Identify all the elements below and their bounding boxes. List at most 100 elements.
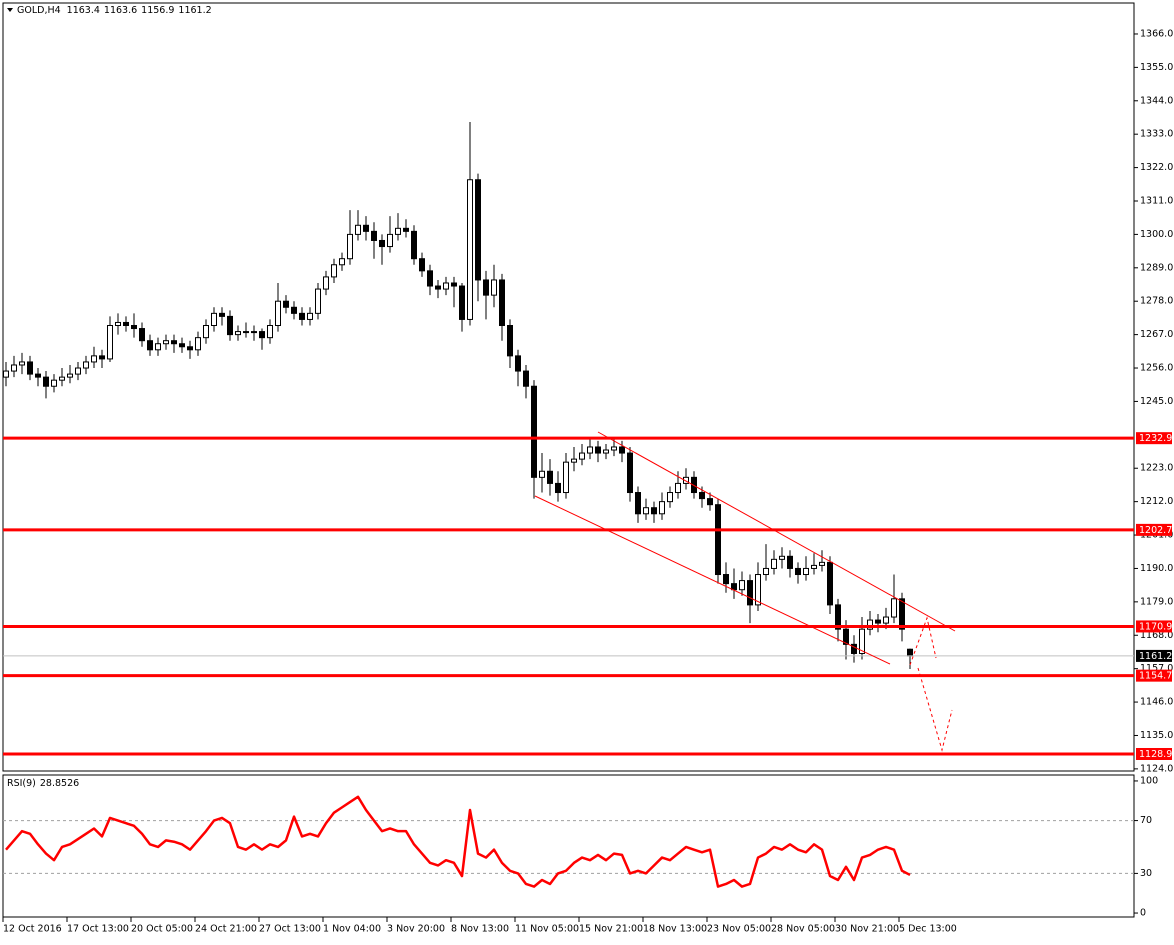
- price-tag-label: 1232.9: [1139, 433, 1172, 444]
- candle-body: [251, 331, 257, 334]
- candle-body: [579, 452, 585, 460]
- x-tick-label: 8 Nov 13:00: [451, 924, 509, 935]
- candle-body: [603, 449, 609, 454]
- candle-body: [283, 300, 289, 308]
- y-tick-label: 1157.0: [1140, 663, 1173, 674]
- y-tick-label: 1135.0: [1140, 730, 1173, 741]
- candle-body: [483, 279, 489, 296]
- candle-body: [547, 470, 553, 484]
- y-tick-label: 1366.0: [1140, 28, 1173, 39]
- candle-body: [571, 458, 577, 463]
- y-tick-label: 1278.0: [1140, 296, 1173, 307]
- candle-body: [275, 300, 281, 327]
- candle-body: [299, 312, 305, 320]
- channel-lower: [534, 495, 891, 665]
- candle-body: [131, 325, 137, 330]
- candle-body: [315, 288, 321, 314]
- candle-body: [739, 580, 745, 591]
- price-tag: [1136, 669, 1172, 682]
- candle-body: [883, 616, 889, 624]
- candle-body: [891, 598, 897, 618]
- channel-upper: [597, 431, 956, 632]
- candle-body: [339, 258, 345, 266]
- candle-body: [851, 643, 857, 654]
- candle-body: [227, 315, 233, 336]
- x-tick-label: 3 Nov 20:00: [387, 924, 445, 935]
- candle-body: [43, 376, 49, 387]
- candle-body: [491, 279, 497, 296]
- y-tick-label: 70: [1140, 815, 1152, 826]
- candle-body: [51, 379, 57, 387]
- candle-body: [715, 504, 721, 576]
- candle-body: [323, 276, 329, 290]
- candle-body: [587, 446, 593, 454]
- candle-body: [363, 224, 369, 232]
- x-tick-label: 1 Nov 04:00: [323, 924, 381, 935]
- y-tick-label: 1190.0: [1140, 563, 1173, 574]
- candle-body: [379, 239, 385, 248]
- candle-body: [795, 567, 801, 576]
- candle-body: [619, 446, 625, 454]
- y-tick-label: 1289.0: [1140, 262, 1173, 273]
- candle-body: [307, 312, 313, 320]
- candle-body: [259, 331, 265, 339]
- candle-body: [35, 373, 41, 378]
- candle-body: [59, 376, 65, 381]
- candle-body: [555, 482, 561, 494]
- candle-body: [499, 279, 505, 327]
- candle-body: [27, 361, 33, 375]
- y-tick-label: 1322.0: [1140, 162, 1173, 173]
- candle-body: [459, 285, 465, 320]
- y-tick-label: 1256.0: [1140, 363, 1173, 374]
- candle-body: [763, 567, 769, 576]
- candle-body: [195, 337, 201, 351]
- candle-body: [267, 325, 273, 339]
- price-tag: [1136, 523, 1172, 536]
- y-tick-label: 1168.0: [1140, 630, 1173, 641]
- candle-body: [331, 264, 337, 278]
- y-tick-label: 1267.0: [1140, 329, 1173, 340]
- candle-body: [179, 343, 185, 348]
- chart-header: GOLD,H4 1163.4 1163.6 1156.9 1161.2: [17, 5, 212, 16]
- candle-body: [139, 328, 145, 342]
- candle-body: [659, 501, 665, 515]
- candle-body: [67, 373, 73, 378]
- y-tick-label: 1245.0: [1140, 396, 1173, 407]
- candle-body: [651, 507, 657, 515]
- candle-body: [563, 461, 569, 494]
- candle-body: [387, 233, 393, 248]
- y-tick-label: 30: [1140, 868, 1152, 879]
- menu-arrow[interactable]: [7, 8, 13, 12]
- close: 1161.2: [178, 5, 211, 16]
- candle-body: [155, 343, 161, 351]
- candle-body: [203, 325, 209, 339]
- price-tag: [1136, 747, 1172, 760]
- candle-body: [187, 346, 193, 351]
- candle-body: [83, 361, 89, 369]
- candle-body: [835, 604, 841, 630]
- price-tag-label: 1170.9: [1139, 621, 1172, 632]
- candle-body: [611, 446, 617, 451]
- rsi-value: 28.8526: [40, 778, 79, 789]
- rsi-panel-border: [2, 774, 1135, 918]
- rsi-name: RSI(9): [7, 778, 36, 789]
- candle-body: [443, 282, 449, 290]
- low: 1156.9: [141, 5, 174, 16]
- candle-body: [355, 224, 361, 235]
- candle-body: [291, 306, 297, 314]
- candle-body: [819, 561, 825, 566]
- candle-body: [467, 179, 473, 320]
- symbol: GOLD,H4: [17, 5, 61, 16]
- high: 1163.6: [104, 5, 137, 16]
- candle-body: [635, 492, 641, 515]
- x-tick-label: 28 Nov 05:00: [771, 924, 835, 935]
- candle-body: [683, 476, 689, 484]
- candle-body: [347, 233, 353, 260]
- candle-body: [211, 312, 217, 327]
- y-tick-label: 1311.0: [1140, 195, 1173, 206]
- x-tick-label: 5 Dec 13:00: [899, 924, 957, 935]
- candle-body: [667, 492, 673, 503]
- candle-body: [163, 340, 169, 345]
